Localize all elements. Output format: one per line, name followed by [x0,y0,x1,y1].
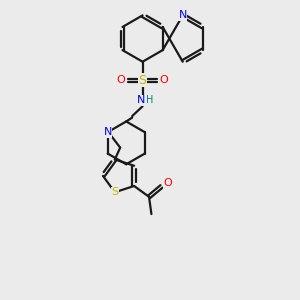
Text: H: H [146,95,154,105]
Text: O: O [164,178,172,188]
Text: N: N [103,127,112,137]
Text: S: S [111,187,118,197]
Text: N: N [136,95,145,105]
Text: N: N [178,11,187,20]
Text: O: O [117,75,125,85]
Text: O: O [160,75,168,85]
Text: S: S [139,74,147,87]
